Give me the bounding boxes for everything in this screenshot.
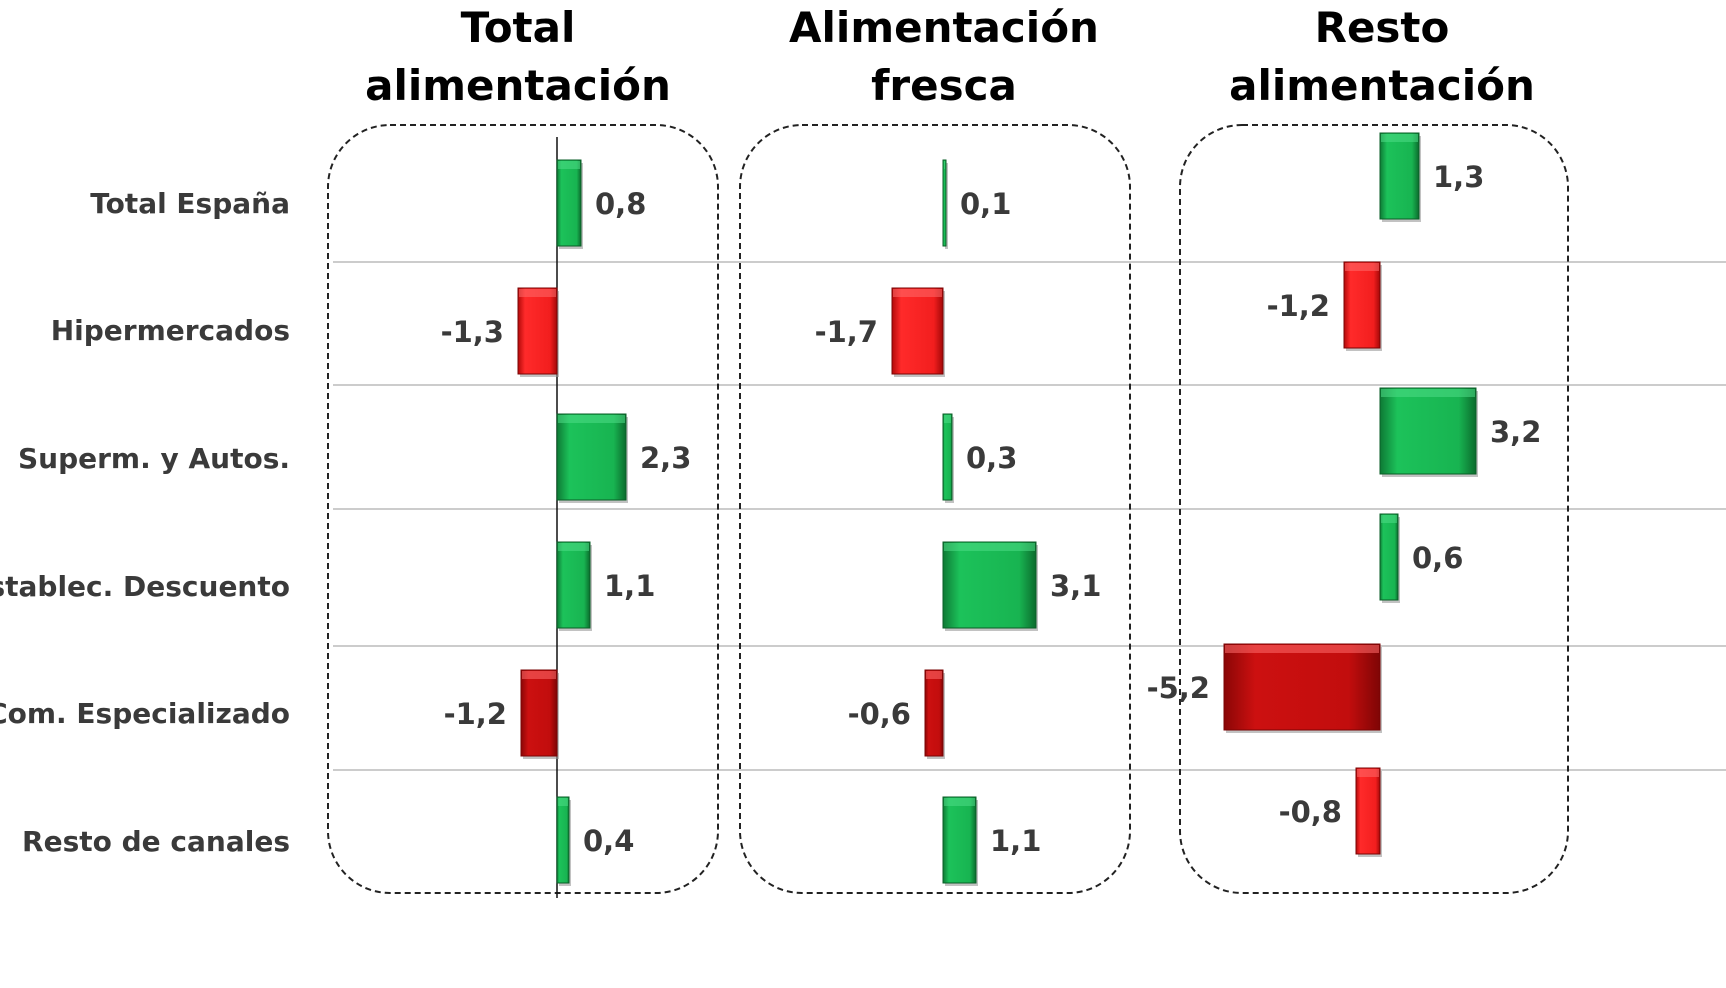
bar <box>520 669 558 757</box>
bars <box>517 132 1478 886</box>
panel-frame-1 <box>327 124 719 894</box>
value-labels: 0,8 -1,3 2,3 1,1 -1,2 0,4 0,1 -1,7 0,3 3,1 -0,6 1,1… <box>441 160 1542 858</box>
bar <box>556 796 570 884</box>
category-label: Resto de canales <box>22 825 290 858</box>
value-label: -1,7 <box>815 315 878 349</box>
bar-highlight <box>926 671 942 679</box>
category-label: Superm. y Autos. <box>18 442 290 475</box>
value-label: 1,3 <box>1433 160 1484 194</box>
bar-highlight <box>944 415 951 423</box>
panel-frame-3 <box>1179 124 1569 894</box>
bar-highlight <box>944 798 975 806</box>
value-label: -5,2 <box>1147 671 1210 705</box>
category-labels: Total España Hipermercados Superm. y Autos… <box>0 187 290 858</box>
panel-title-3-line-2: alimentación <box>1229 61 1535 110</box>
bar <box>1355 767 1381 855</box>
value-label: 2,3 <box>640 441 691 475</box>
value-label: -1,3 <box>441 315 504 349</box>
bar-highlight <box>558 161 580 169</box>
value-label: 0,4 <box>583 824 634 858</box>
bar <box>942 159 947 247</box>
category-label: Establec. Descuento <box>0 570 290 603</box>
bar <box>556 413 627 501</box>
category-label: Hipermercados <box>51 314 290 347</box>
value-label: -1,2 <box>1267 289 1330 323</box>
value-label: 1,1 <box>604 569 655 603</box>
bar-highlight <box>522 671 556 679</box>
bar-highlight <box>1357 769 1379 777</box>
bar-highlight <box>1381 515 1397 523</box>
bar <box>1343 261 1381 349</box>
bar <box>942 541 1037 629</box>
bar-highlight <box>558 798 568 806</box>
bar <box>556 159 582 247</box>
panel-title-3-line-1: Resto <box>1315 3 1450 52</box>
bar <box>1379 387 1477 475</box>
row-separators <box>333 261 1726 771</box>
bar-highlight <box>558 543 589 551</box>
bar-highlight <box>558 415 625 423</box>
value-label: 0,3 <box>966 441 1017 475</box>
bar <box>891 287 944 375</box>
panel-title-2-line-2: fresca <box>871 61 1017 110</box>
bar <box>1379 513 1399 601</box>
bar <box>1379 132 1420 220</box>
bar-highlight <box>1381 134 1418 142</box>
bar-highlight <box>1381 389 1475 397</box>
panel-frames <box>327 124 1569 894</box>
bar-highlight <box>893 289 942 297</box>
bar-highlight <box>944 161 945 169</box>
panel-title-1-line-1: Total <box>461 3 576 52</box>
bar <box>924 669 944 757</box>
bar <box>556 541 591 629</box>
value-label: 0,8 <box>595 187 646 221</box>
bar <box>1223 643 1381 731</box>
value-label: -0,8 <box>1279 795 1342 829</box>
panel-title-1-line-2: alimentación <box>365 61 671 110</box>
panel-frame-2 <box>739 124 1131 894</box>
panel-title-2-line-1: Alimentación <box>789 3 1099 52</box>
value-label: 3,1 <box>1050 569 1101 603</box>
value-label: 1,1 <box>990 824 1041 858</box>
bar <box>517 287 558 375</box>
category-label: Com. Especializado <box>0 697 290 730</box>
category-label: Total España <box>90 187 290 220</box>
value-label: 3,2 <box>1490 415 1541 449</box>
bar-highlight <box>944 543 1035 551</box>
bar-highlight <box>1225 645 1379 653</box>
bar <box>942 413 953 501</box>
panel-titles: Total alimentación Alimentación fresca Resto… <box>365 3 1535 110</box>
value-label: 0,1 <box>960 187 1011 221</box>
bar-highlight <box>519 289 556 297</box>
bar-highlight <box>1345 263 1379 271</box>
value-label: 0,6 <box>1412 541 1463 575</box>
bar <box>942 796 977 884</box>
value-label: -0,6 <box>848 697 911 731</box>
value-label: -1,2 <box>444 697 507 731</box>
